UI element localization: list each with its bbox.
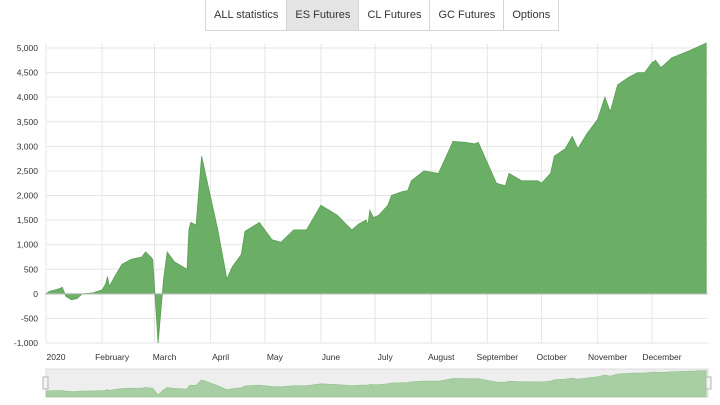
x-tick-label: August [428, 352, 455, 362]
y-axis-labels: 5,000 4,500 4,000 3,500 3,000 2,500 2,000 1,500… [14, 43, 38, 348]
x-tick-label: June [322, 352, 341, 362]
x-tick-label: February [95, 352, 130, 362]
series-area [44, 42, 707, 344]
y-tick-label: -1,000 [14, 338, 38, 348]
y-tick-label: 500 [24, 264, 38, 274]
y-tick-label: 0 [33, 289, 38, 299]
y-tick-label: -500 [21, 313, 38, 323]
tab-all-statistics[interactable]: ALL statistics [206, 0, 288, 30]
y-tick-label: 5,000 [17, 43, 39, 53]
y-tick-label: 4,500 [17, 68, 39, 78]
x-axis-labels: 2020 February March April May June July August S… [47, 352, 682, 362]
x-tick-label: May [267, 352, 284, 362]
navigator[interactable] [42, 368, 712, 398]
y-tick-label: 3,500 [17, 117, 39, 127]
tab-gc-futures[interactable]: GC Futures [430, 0, 505, 30]
navigator-left-handle[interactable] [42, 376, 49, 390]
y-tick-label: 1,000 [17, 240, 39, 250]
x-tick-label: October [536, 352, 566, 362]
x-tick-label: March [153, 352, 177, 362]
y-tick-label: 1,500 [17, 215, 39, 225]
x-tick-label: April [212, 352, 229, 362]
navigator-right-handle[interactable] [705, 376, 712, 390]
y-tick-label: 4,000 [17, 92, 39, 102]
x-tick-label: September [477, 352, 519, 362]
y-tick-label: 2,000 [17, 191, 39, 201]
y-tick-label: 2,500 [17, 166, 39, 176]
x-tick-label: November [588, 352, 627, 362]
x-tick-label: December [642, 352, 681, 362]
x-tick-label: July [378, 352, 394, 362]
navigator-series [45, 370, 707, 398]
x-tick-label: 2020 [47, 352, 66, 362]
tab-options[interactable]: Options [512, 9, 551, 21]
tab-es-futures[interactable]: ES Futures [287, 0, 360, 30]
tab-cl-futures[interactable]: CL Futures [359, 0, 431, 30]
tab-bar: ALL statistics ES Futures CL Futures GC … [205, 0, 560, 31]
y-tick-label: 3,000 [17, 141, 39, 151]
area-series-layer [44, 42, 708, 344]
